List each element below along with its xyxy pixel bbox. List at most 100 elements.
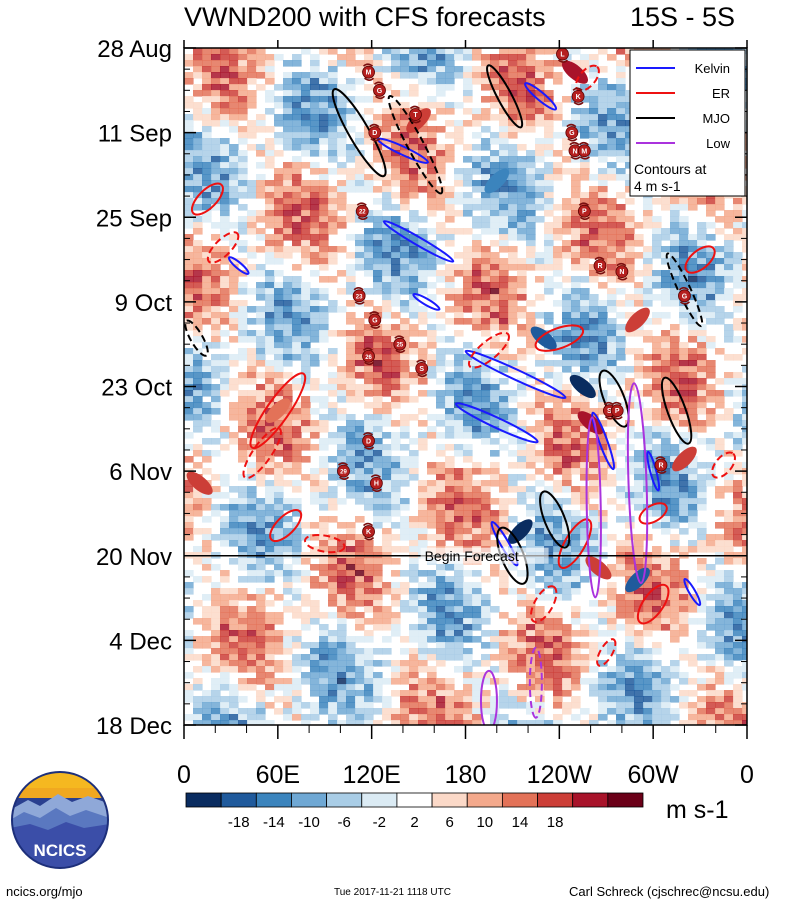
field-cell (445, 318, 455, 325)
field-cell (292, 168, 302, 175)
field-cell (634, 534, 644, 541)
field-cell (328, 402, 338, 409)
field-cell (373, 330, 383, 337)
field-cell (607, 108, 617, 115)
field-cell (310, 444, 320, 451)
field-cell (274, 270, 284, 277)
field-cell (247, 318, 257, 325)
field-cell (265, 600, 275, 607)
field-cell (616, 288, 626, 295)
field-cell (427, 168, 437, 175)
field-cell (724, 636, 734, 643)
field-cell (436, 462, 446, 469)
field-cell (274, 258, 284, 265)
field-cell (553, 108, 563, 115)
field-cell (220, 294, 230, 301)
field-cell (526, 618, 536, 625)
field-cell (661, 360, 671, 367)
field-cell (481, 162, 491, 169)
field-cell (562, 96, 572, 103)
field-cell (724, 648, 734, 655)
field-cell (400, 666, 410, 673)
field-cell (535, 180, 545, 187)
field-cell (679, 654, 689, 661)
field-cell (310, 204, 320, 211)
field-cell (715, 282, 725, 289)
field-cell (562, 222, 572, 229)
field-cell (283, 666, 293, 673)
field-cell (220, 108, 230, 115)
field-cell (598, 144, 608, 151)
field-cell (193, 228, 203, 235)
field-cell (607, 588, 617, 595)
field-cell (238, 348, 248, 355)
field-cell (535, 618, 545, 625)
field-cell (454, 414, 464, 421)
field-cell (454, 138, 464, 145)
field-cell (454, 654, 464, 661)
field-cell (265, 246, 275, 253)
field-cell (400, 90, 410, 97)
field-cell (355, 264, 365, 271)
field-cell (481, 306, 491, 313)
field-cell (193, 66, 203, 73)
field-cell (580, 336, 590, 343)
field-cell (247, 438, 257, 445)
field-cell (715, 672, 725, 679)
field-cell (742, 294, 747, 301)
field-cell (544, 522, 554, 529)
field-cell (301, 198, 311, 205)
field-cell (346, 426, 356, 433)
field-cell (292, 642, 302, 649)
field-cell (409, 66, 419, 73)
field-cell (391, 348, 401, 355)
field-cell (580, 432, 590, 439)
field-cell (571, 438, 581, 445)
field-cell (211, 72, 221, 79)
field-cell (616, 666, 626, 673)
field-cell (301, 522, 311, 529)
field-cell (283, 114, 293, 121)
field-cell (607, 396, 617, 403)
field-cell (400, 522, 410, 529)
field-cell (616, 144, 626, 151)
field-cell (499, 318, 509, 325)
field-cell (274, 390, 284, 397)
field-cell (481, 84, 491, 91)
field-cell (643, 216, 653, 223)
field-cell (553, 564, 563, 571)
field-cell (661, 498, 671, 505)
field-cell (607, 222, 617, 229)
field-cell (580, 174, 590, 181)
field-cell (301, 474, 311, 481)
field-cell (265, 498, 275, 505)
field-cell (328, 594, 338, 601)
field-cell (256, 192, 266, 199)
field-cell (292, 504, 302, 511)
field-cell (355, 348, 365, 355)
field-cell (733, 522, 743, 529)
field-cell (283, 432, 293, 439)
field-cell (535, 174, 545, 181)
field-cell (373, 372, 383, 379)
field-cell (535, 576, 545, 583)
field-cell (364, 444, 374, 451)
field-cell (526, 612, 536, 619)
field-cell (274, 450, 284, 457)
field-cell (355, 246, 365, 253)
field-cell (706, 306, 716, 313)
field-cell (553, 330, 563, 337)
field-cell (364, 462, 374, 469)
field-cell (517, 324, 527, 331)
field-cell (301, 318, 311, 325)
field-cell (391, 138, 401, 145)
field-cell (256, 342, 266, 349)
field-cell (481, 414, 491, 421)
field-cell (697, 354, 707, 361)
field-cell (634, 648, 644, 655)
field-cell (391, 114, 401, 121)
field-cell (328, 432, 338, 439)
field-cell (526, 186, 536, 193)
field-cell (679, 492, 689, 499)
field-cell (202, 618, 212, 625)
